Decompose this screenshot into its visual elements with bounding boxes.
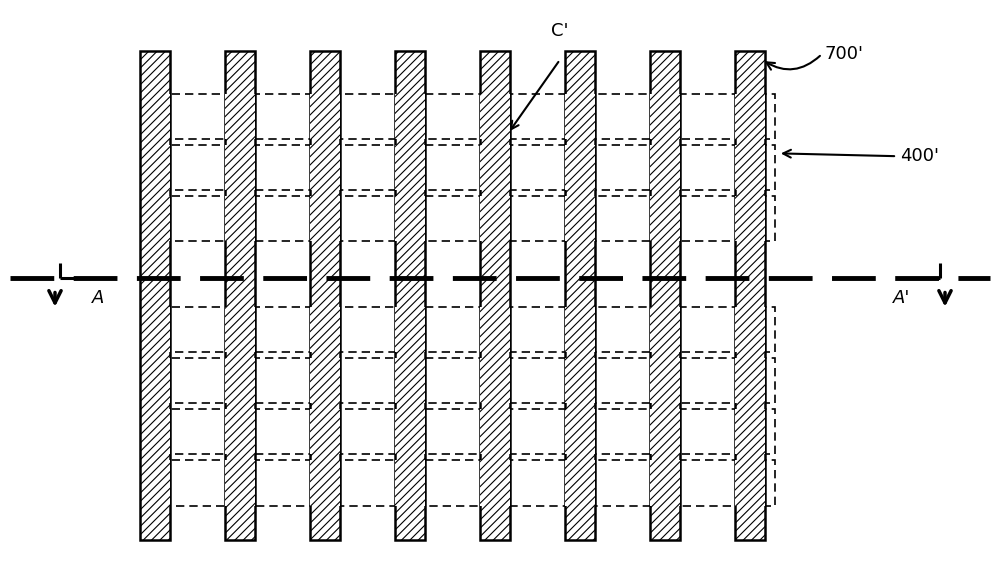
Bar [480,196,510,241]
Bar [310,460,340,506]
Bar [480,94,510,139]
Bar [565,94,595,139]
Bar [145,196,775,241]
Bar [310,409,340,454]
Text: 400': 400' [900,147,939,165]
Bar [480,51,510,540]
Bar [225,307,255,352]
Bar [735,358,765,403]
Bar [735,145,765,190]
Bar [565,196,595,241]
Bar [225,196,255,241]
Text: A': A' [893,289,911,307]
Bar [310,145,340,190]
Bar [565,358,595,403]
Bar [225,94,255,139]
Bar [145,409,170,454]
Bar [145,196,170,241]
Bar [650,94,680,139]
Bar [650,409,680,454]
Bar [145,145,775,190]
Bar [140,51,170,540]
Bar [565,460,595,506]
Bar [650,307,680,352]
Bar [310,307,340,352]
Bar [565,51,595,540]
Bar [565,307,595,352]
Bar [735,307,765,352]
Bar [395,307,425,352]
Text: 700': 700' [825,45,864,63]
Bar [225,51,255,540]
Bar [480,460,510,506]
Bar [735,51,765,540]
Bar [145,94,170,139]
Bar [225,145,255,190]
Bar [480,145,510,190]
Bar [225,409,255,454]
Bar [395,145,425,190]
Bar [145,460,170,506]
Bar [735,460,765,506]
Bar [225,358,255,403]
Bar [650,358,680,403]
Bar [395,409,425,454]
Bar [395,196,425,241]
Bar [145,358,775,403]
Bar [310,196,340,241]
Bar [395,358,425,403]
Bar [145,94,775,139]
Bar [145,460,775,506]
Bar [650,196,680,241]
Bar [395,51,425,540]
Bar [225,460,255,506]
Bar [565,145,595,190]
Bar [650,51,680,540]
Bar [565,409,595,454]
Bar [310,94,340,139]
Bar [145,307,170,352]
Bar [735,196,765,241]
Bar [395,460,425,506]
Bar [480,307,510,352]
Text: A: A [92,289,104,307]
Bar [735,94,765,139]
Bar [310,358,340,403]
Bar [145,358,170,403]
Bar [480,358,510,403]
Bar [650,145,680,190]
Bar [145,145,170,190]
Bar [310,51,340,540]
Bar [395,94,425,139]
Bar [145,409,775,454]
Bar [735,409,765,454]
Text: C': C' [551,22,569,40]
Bar [650,460,680,506]
Bar [145,307,775,352]
Bar [480,409,510,454]
